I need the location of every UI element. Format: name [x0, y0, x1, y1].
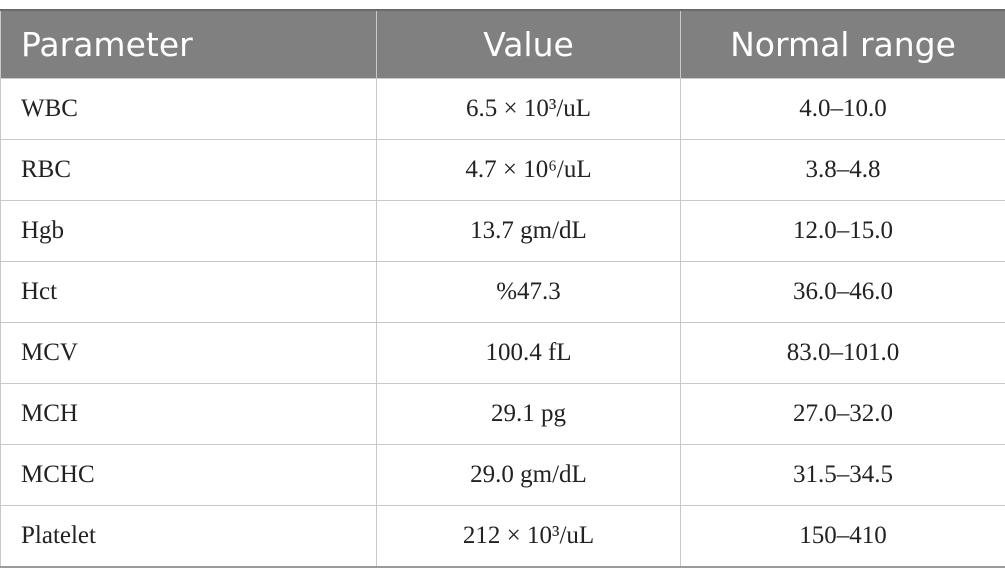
table-row: RBC 4.7 × 10⁶/uL 3.8–4.8 [0, 139, 1005, 201]
table-row: WBC 6.5 × 10³/uL 4.0–10.0 [0, 78, 1005, 140]
table-cell: RBC [0, 139, 377, 201]
table-cell: 83.0–101.0 [680, 322, 1005, 384]
table-row: MCH 29.1 pg 27.0–32.0 [0, 383, 1005, 445]
table-cell: MCH [0, 383, 377, 445]
table-cell: WBC [0, 78, 377, 140]
table-cell: 4.7 × 10⁶/uL [376, 139, 681, 201]
table-row: Hgb 13.7 gm/dL 12.0–15.0 [0, 200, 1005, 262]
table-cell: 100.4 fL [376, 322, 681, 384]
table-body: WBC 6.5 × 10³/uL 4.0–10.0 RBC 4.7 × 10⁶/uL 3.… [0, 78, 1005, 568]
table-cell: 6.5 × 10³/uL [376, 78, 681, 140]
header-row: Parameter Value Normal range [0, 9, 1005, 79]
table-cell: %47.3 [376, 261, 681, 323]
table-cell: 3.8–4.8 [680, 139, 1005, 201]
column-header: Normal range [680, 9, 1005, 79]
table-cell: 12.0–15.0 [680, 200, 1005, 262]
table-cell: 27.0–32.0 [680, 383, 1005, 445]
table-cell: 4.0–10.0 [680, 78, 1005, 140]
table-cell: Platelet [0, 505, 377, 568]
table-row: Platelet 212 × 10³/uL 150–410 [0, 505, 1005, 568]
data-table: Parameter Value Normal range WBC 6.5 × 10³/… [0, 9, 1005, 568]
table-cell: Hgb [0, 200, 377, 262]
table-row: MCV 100.4 fL 83.0–101.0 [0, 322, 1005, 384]
table-cell: 29.1 pg [376, 383, 681, 445]
table-cell: Hct [0, 261, 377, 323]
table-row: MCHC 29.0 gm/dL 31.5–34.5 [0, 444, 1005, 506]
column-header: Parameter [0, 9, 377, 79]
table-cell: 31.5–34.5 [680, 444, 1005, 506]
table-cell: 13.7 gm/dL [376, 200, 681, 262]
table-cell: MCV [0, 322, 377, 384]
table-head: Parameter Value Normal range [0, 9, 1005, 79]
table-cell: 29.0 gm/dL [376, 444, 681, 506]
table-cell: 150–410 [680, 505, 1005, 568]
table-row: Hct %47.3 36.0–46.0 [0, 261, 1005, 323]
column-header: Value [376, 9, 681, 79]
table-cell: 212 × 10³/uL [376, 505, 681, 568]
table-cell: 36.0–46.0 [680, 261, 1005, 323]
table-cell: MCHC [0, 444, 377, 506]
